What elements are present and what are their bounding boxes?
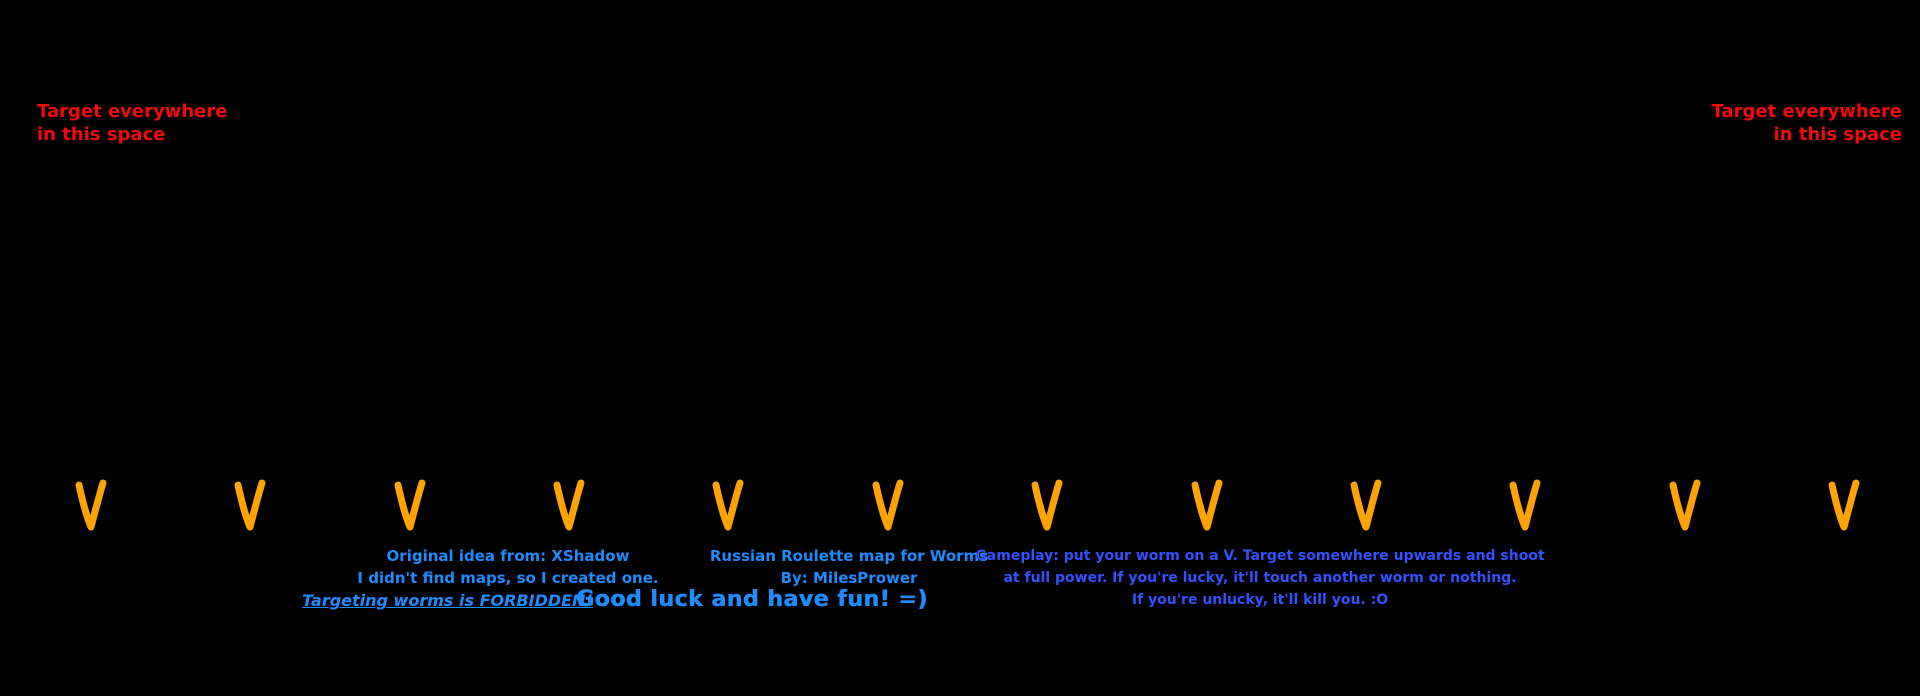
v-target [391,477,429,533]
v-target [709,477,747,533]
target-note-left-line1: Target everywhere [37,101,228,122]
v-target [1506,477,1544,533]
map-title-line1: Russian Roulette map for Worms [709,547,989,565]
target-note-left-line2: in this space [37,124,166,145]
gameplay-line2: at full power. If you're lucky, it'll to… [1003,570,1517,586]
v-target-icon [872,479,904,531]
v-target [1188,477,1226,533]
map-title-line2: By: MilesPrower [780,569,918,587]
good-luck-message: Good luck and have fun! =) [576,587,928,612]
v-target [1028,477,1066,533]
v-target [231,477,269,533]
v-target [550,477,588,533]
v-target [1825,477,1863,533]
v-target [1666,477,1704,533]
v-target [72,477,110,533]
target-note-right-line1: Target everywhere [1711,101,1902,122]
v-target-icon [234,479,266,531]
v-target-icon [1191,479,1223,531]
target-note-right: Target everywhere in this space [1712,100,1902,146]
v-target-icon [1509,479,1541,531]
credits-line1: Original idea from: XShadow [386,547,630,565]
v-target-icon [1350,479,1382,531]
v-target-icon [1669,479,1701,531]
v-target-icon [1031,479,1063,531]
target-note-left: Target everywhere in this space [37,100,227,146]
v-target-icon [712,479,744,531]
v-target-icon [1828,479,1860,531]
gameplay-instructions: Gameplay: put your worm on a V. Target s… [975,545,1544,611]
gameplay-line1: Gameplay: put your worm on a V. Target s… [975,548,1545,564]
target-note-right-line2: in this space [1773,124,1902,145]
v-target [1347,477,1385,533]
v-target-icon [75,479,107,531]
v-target-icon [553,479,585,531]
credits-block: Original idea from: XShadow I didn't fin… [357,545,658,589]
v-target-icon [394,479,426,531]
map-title-block: Russian Roulette map for Worms By: Miles… [710,545,988,589]
credits-line2: I didn't find maps, so I created one. [357,569,659,587]
gameplay-line3: If you're unlucky, it'll kill you. :O [1131,592,1389,608]
forbidden-warning: Targeting worms is FORBIDDEN! [302,591,593,610]
v-target [869,477,907,533]
